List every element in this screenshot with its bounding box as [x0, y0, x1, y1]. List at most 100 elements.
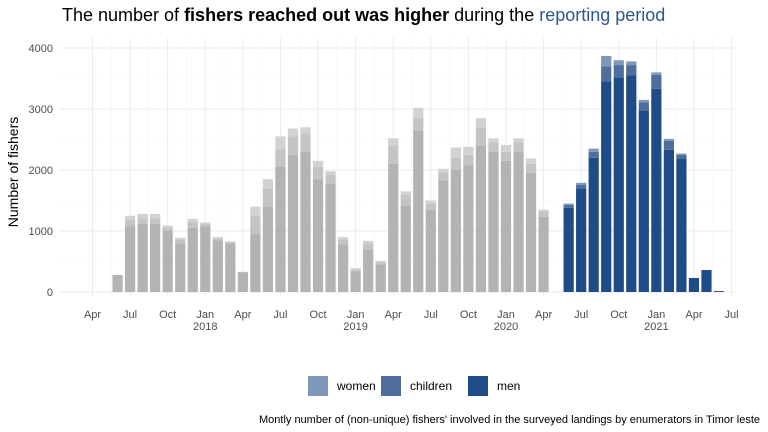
bar-segment-men [363, 249, 374, 292]
legend-swatch [381, 376, 401, 396]
bar-segment-men [388, 163, 399, 292]
bar [312, 160, 324, 292]
bar-segment-women [350, 268, 361, 270]
bar-segment-women [124, 215, 136, 221]
bar-segment-children [400, 195, 411, 206]
bar-segment-women [300, 127, 311, 134]
legend-item-men: men [468, 376, 520, 396]
bar [137, 213, 148, 292]
bar-segment-men [175, 243, 186, 292]
x-tick-year-label: 2020 [494, 321, 518, 333]
legend-label: children [410, 379, 452, 393]
bar-segment-children [563, 204, 574, 208]
chart-title: The number of fishers reached out was hi… [62, 5, 665, 25]
bar-segment-children [513, 142, 524, 152]
bar-segment-women [212, 237, 223, 239]
bar-segment-children [237, 271, 248, 273]
bar-segment-women [626, 61, 637, 66]
bar-segment-children [212, 238, 223, 241]
bar-segment-women [563, 203, 574, 205]
bar-segment-children [651, 74, 662, 89]
legend-label: women [336, 379, 376, 393]
bar-segment-women [187, 218, 198, 222]
bar-segment-children [275, 148, 286, 167]
bar-segment-men [325, 183, 336, 292]
bar-segment-men [450, 170, 461, 292]
bar-segment-men [588, 157, 599, 292]
bar [237, 271, 248, 292]
bar [287, 128, 299, 292]
x-tick-year-label: 2021 [644, 321, 668, 333]
bar-segment-women [413, 107, 424, 119]
bar-segment-women [601, 55, 612, 67]
bar [601, 55, 612, 292]
bar [525, 158, 537, 292]
bar-segment-children [663, 140, 674, 150]
bar [663, 138, 674, 292]
legend-swatch [468, 376, 488, 396]
chart-title-bold: fishers reached out was higher [184, 5, 449, 25]
bar-segment-children [538, 211, 549, 217]
bar-segment-men [438, 180, 449, 292]
bar [463, 146, 474, 292]
y-tick-label: 0 [47, 287, 53, 299]
bar [425, 200, 436, 292]
bar-segment-children [150, 218, 161, 224]
bar-segment-women [438, 168, 449, 173]
bar [112, 274, 123, 292]
bar-segment-children [287, 136, 299, 155]
chart-title-part1: The number of [62, 5, 184, 25]
bar [576, 182, 587, 292]
bar-segment-children [375, 262, 386, 265]
bar-segment-men [651, 88, 662, 293]
x-tick-label: Jan [347, 309, 365, 321]
bar [638, 99, 649, 292]
bar [500, 144, 512, 292]
x-tick-label: Jan [497, 309, 515, 321]
bar-segment-men [500, 160, 512, 292]
bar-segment-men [262, 206, 274, 292]
bar [450, 147, 461, 292]
bar-segment-women [576, 182, 587, 185]
chart-title-highlight: reporting period [539, 5, 665, 25]
x-tick-label: Oct [309, 309, 326, 321]
x-tick-label: Jul [123, 309, 137, 321]
bar [688, 277, 700, 292]
bar-segment-women [375, 260, 386, 263]
x-tick-label: Jul [574, 309, 588, 321]
bar-segment-children [262, 188, 274, 207]
bar-segment-men [563, 207, 574, 292]
bar [563, 203, 574, 292]
bar [250, 206, 261, 292]
bar-segment-children [225, 241, 236, 244]
bar-segment-women [137, 213, 148, 219]
legend-item-women: women [308, 376, 376, 396]
bar-segment-men [237, 272, 248, 292]
bar [438, 168, 449, 292]
bar-segment-women [538, 209, 549, 212]
bar [363, 240, 374, 292]
x-tick-label: Apr [535, 309, 552, 321]
bar-segment-children [187, 221, 198, 228]
bar-segment-children [137, 218, 148, 224]
bar-segment-women [338, 237, 349, 240]
bar-segment-men [275, 166, 286, 292]
bar [200, 222, 211, 292]
bar [124, 215, 136, 292]
bar-segment-men [638, 110, 649, 292]
bar-segment-men [162, 231, 173, 292]
bar-segment-children [638, 102, 649, 111]
bar [225, 241, 236, 292]
bar [588, 148, 599, 292]
bar [375, 260, 386, 292]
bar [212, 237, 223, 292]
bar [388, 138, 399, 292]
bar [413, 107, 424, 292]
bar-segment-men [312, 179, 324, 292]
legend-label: men [497, 379, 520, 393]
bar-segment-men [413, 130, 424, 292]
bar-segment-children [450, 157, 461, 170]
bar-segment-children [124, 220, 136, 227]
bar-segment-men [250, 234, 261, 292]
